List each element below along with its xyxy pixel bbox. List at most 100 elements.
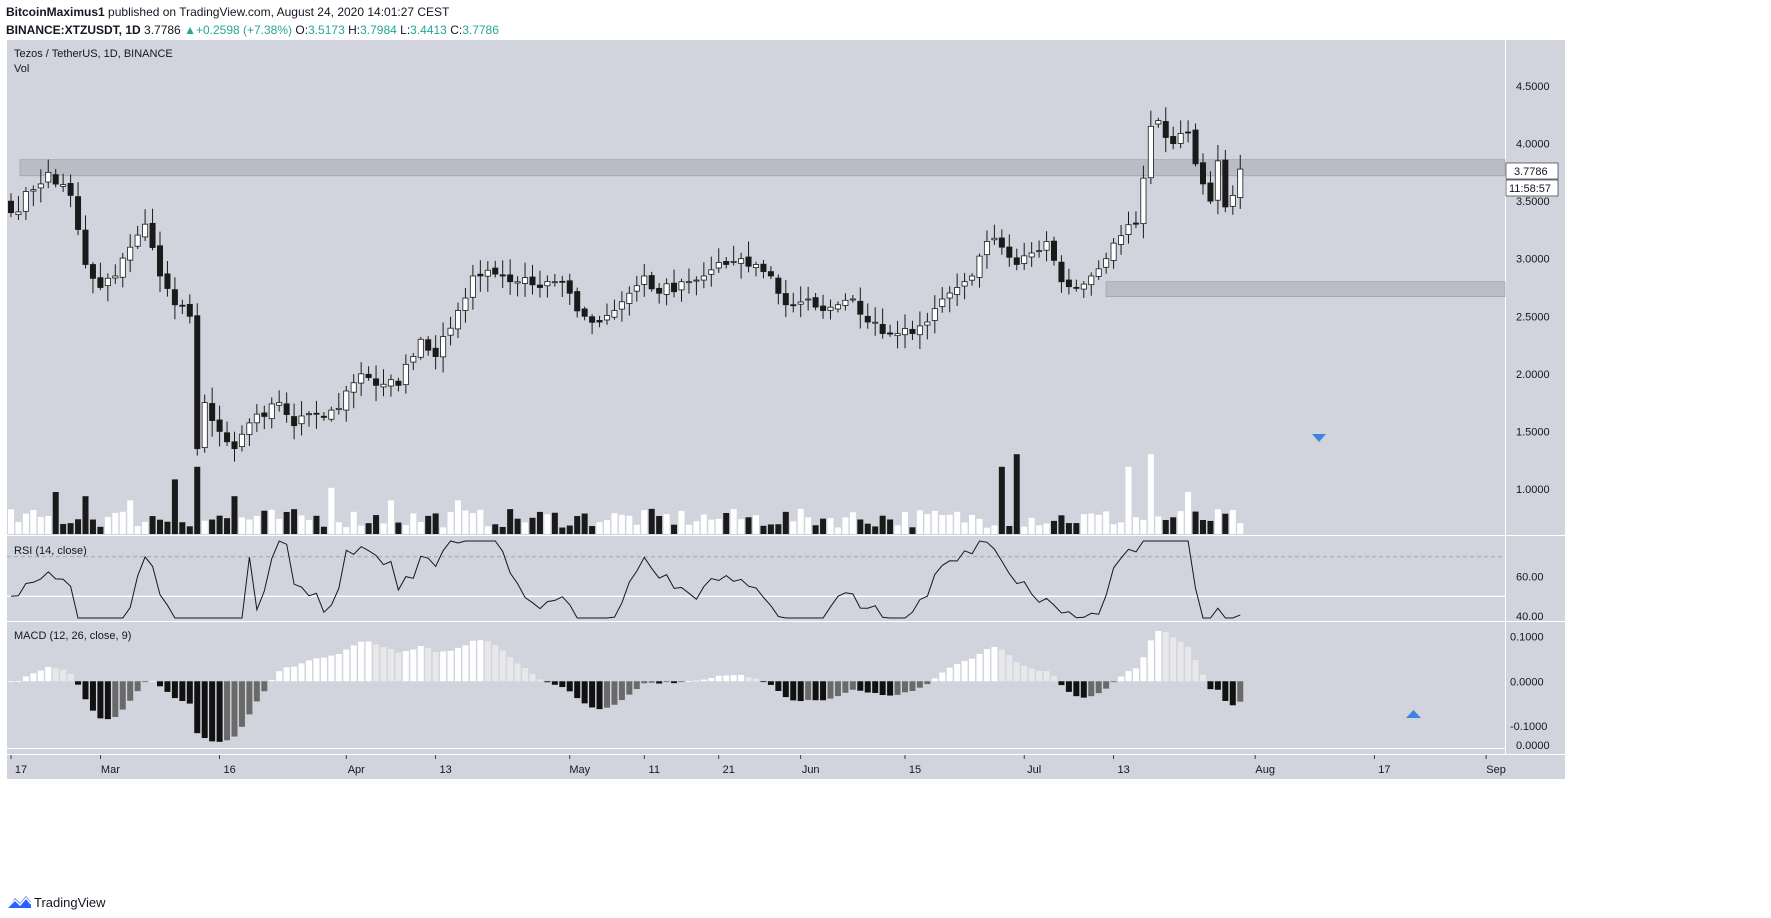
volume-bar xyxy=(320,526,327,534)
macd-bar xyxy=(782,681,789,698)
candle xyxy=(894,320,901,349)
time-tick-label: 15 xyxy=(909,764,921,776)
candle-body-down xyxy=(216,419,223,432)
candle xyxy=(760,259,767,279)
candle-body-down xyxy=(224,432,231,443)
macd-tick-label: -0.1000 xyxy=(1510,721,1547,733)
volume-bar xyxy=(842,517,849,534)
volume-bar xyxy=(216,515,223,534)
candle-body-up xyxy=(119,257,126,278)
candle xyxy=(268,397,275,429)
macd-bar xyxy=(611,681,618,705)
candle xyxy=(574,287,581,318)
candle-body-up xyxy=(1237,168,1244,199)
candle-body-up xyxy=(305,413,312,416)
macd-bar xyxy=(328,655,335,682)
candle xyxy=(97,262,104,291)
candle xyxy=(596,315,603,328)
macd-bar xyxy=(373,644,380,682)
candle-body-down xyxy=(559,280,566,283)
tradingview-brand[interactable]: TradingView xyxy=(34,895,106,910)
price-axis-bg[interactable] xyxy=(1506,40,1565,754)
volume-bar xyxy=(358,525,365,534)
candle-body-down xyxy=(671,282,678,293)
candle-body-up xyxy=(246,422,253,435)
tradingview-logo-icon[interactable] xyxy=(6,892,32,912)
macd-tick-label: 0.1000 xyxy=(1510,631,1544,643)
candle xyxy=(820,294,827,319)
macd-bar xyxy=(626,681,633,695)
candle xyxy=(104,273,111,302)
candle-body-up xyxy=(440,336,447,358)
candle xyxy=(1214,145,1221,215)
time-axis-bg[interactable] xyxy=(7,755,1565,779)
macd-bar xyxy=(663,681,670,683)
volume-bar xyxy=(581,513,588,534)
candle-body-down xyxy=(812,297,819,308)
macd-bar xyxy=(879,681,886,696)
volume-bar xyxy=(954,511,961,534)
candle xyxy=(1170,126,1177,150)
candle-body-up xyxy=(827,306,834,311)
candle-body-down xyxy=(231,441,238,450)
macd-bar xyxy=(1103,681,1110,689)
candle xyxy=(700,262,707,289)
candle-body-up xyxy=(969,275,976,281)
macd-bar xyxy=(946,667,953,682)
candle-body-down xyxy=(186,303,193,317)
candle-body-down xyxy=(864,315,871,323)
volume-bar xyxy=(1170,517,1177,534)
macd-bar xyxy=(499,650,506,682)
candle-body-up xyxy=(872,321,879,324)
volume-bar xyxy=(708,519,715,534)
candle-body-down xyxy=(581,308,588,317)
candle xyxy=(1088,272,1095,296)
candle xyxy=(767,266,774,280)
candle xyxy=(1021,242,1028,270)
author-name[interactable]: BitcoinMaximus1 xyxy=(6,5,105,19)
candle xyxy=(1028,242,1035,267)
macd-bar xyxy=(142,681,149,683)
candle-body-down xyxy=(365,373,372,379)
macd-bar xyxy=(231,681,238,737)
macd-bar xyxy=(581,681,588,704)
candle xyxy=(1118,225,1125,255)
volume-bar xyxy=(231,496,238,534)
macd-bar xyxy=(469,640,476,682)
candle-body-down xyxy=(1073,286,1080,289)
macd-bar xyxy=(648,681,655,683)
candle xyxy=(298,401,305,436)
candle xyxy=(1125,211,1132,244)
candle xyxy=(1140,165,1147,239)
volume-bar xyxy=(410,513,417,534)
candle-body-up xyxy=(484,269,491,277)
candle xyxy=(149,208,156,251)
macd-bar xyxy=(1147,640,1154,682)
candle-body-down xyxy=(89,264,96,279)
macd-bar xyxy=(708,678,715,682)
volume-bar xyxy=(75,519,82,534)
candle-body-up xyxy=(604,315,611,321)
rsi-pane-bg[interactable] xyxy=(7,536,1505,621)
candle-body-down xyxy=(1185,131,1192,134)
volume-bar xyxy=(1185,492,1192,534)
macd-bar xyxy=(849,681,856,690)
candle-body-up xyxy=(1103,258,1110,268)
macd-bar xyxy=(387,648,394,682)
volume-bar xyxy=(134,526,141,534)
candle-body-up xyxy=(112,275,119,279)
candle-body-up xyxy=(834,304,841,310)
volume-bar xyxy=(834,527,841,534)
candle-body-up xyxy=(30,189,37,192)
volume-bar xyxy=(596,522,603,534)
volume-bar xyxy=(1036,525,1043,534)
candle xyxy=(529,264,536,295)
chart-canvas[interactable]: 1.0000 1.5000 2.0000 2.5000 3.0000 3.5000 4.00… xyxy=(0,40,1771,888)
macd-bar xyxy=(887,681,894,696)
candle xyxy=(335,393,342,415)
candle-body-up xyxy=(1177,133,1184,144)
candle-body-down xyxy=(291,416,298,427)
volume-bar xyxy=(805,517,812,534)
candle xyxy=(559,275,566,297)
candle xyxy=(1237,154,1244,209)
